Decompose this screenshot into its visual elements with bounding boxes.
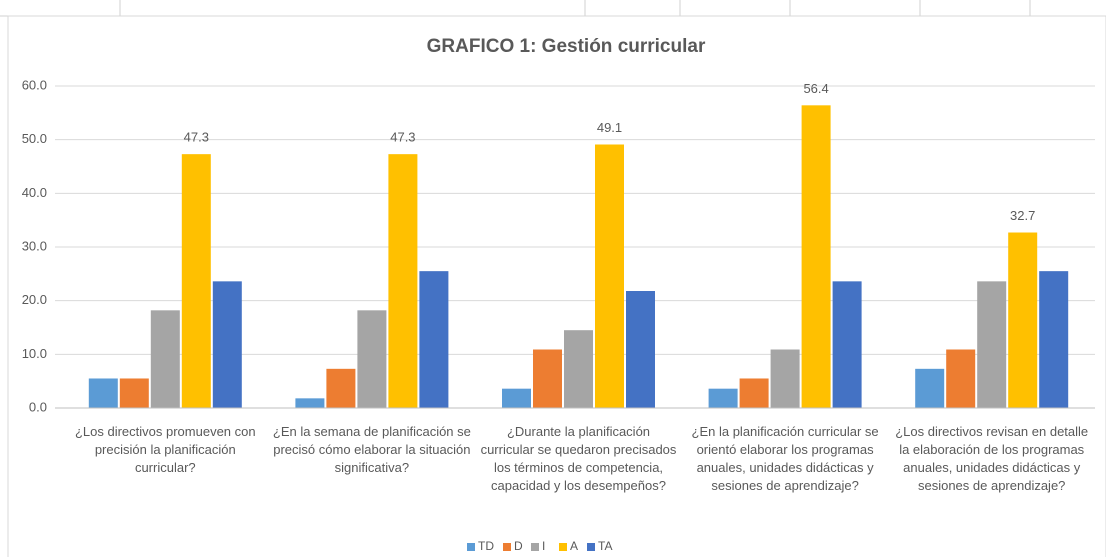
legend-swatch	[503, 543, 511, 551]
y-tick-label: 60.0	[22, 77, 47, 92]
bar	[533, 349, 562, 408]
legend-label: I	[542, 539, 545, 553]
data-label: 49.1	[597, 120, 622, 135]
bar	[295, 398, 325, 408]
data-label: 32.7	[1010, 208, 1035, 223]
bar	[595, 144, 624, 408]
y-tick-label: 0.0	[29, 399, 47, 414]
bar	[946, 349, 976, 408]
bar	[1008, 232, 1038, 408]
bar	[388, 154, 418, 408]
bar	[181, 154, 211, 408]
bar	[626, 291, 655, 408]
legend-swatch	[531, 543, 539, 551]
x-tick-label: ¿Los directivos promueven con precisión …	[74, 424, 256, 475]
bar	[502, 388, 531, 408]
data-label: 47.3	[184, 130, 209, 145]
bar	[832, 281, 862, 408]
bar	[357, 310, 387, 408]
x-tick-label: ¿Los directivos revisan en detalle la el…	[895, 424, 1089, 493]
bar	[708, 388, 738, 408]
bar	[564, 330, 593, 408]
data-label: 56.4	[803, 81, 828, 96]
bar	[977, 281, 1007, 408]
data-label: 47.3	[390, 130, 415, 145]
y-tick-label: 40.0	[22, 185, 47, 200]
bar	[739, 378, 769, 408]
legend-label: D	[514, 539, 523, 553]
bar	[915, 368, 945, 408]
bar	[326, 368, 356, 408]
x-tick-label: ¿En la planificación curricular se orien…	[691, 424, 879, 493]
bar	[212, 281, 242, 408]
legend-label: TA	[598, 539, 612, 553]
chart-border	[7, 15, 1106, 557]
y-tick-label: 10.0	[22, 346, 47, 361]
legend-swatch	[467, 543, 475, 551]
bar	[770, 349, 800, 408]
bar	[119, 378, 149, 408]
y-tick-label: 20.0	[22, 292, 47, 307]
y-tick-label: 50.0	[22, 131, 47, 146]
legend-swatch	[559, 543, 567, 551]
legend-label: A	[570, 539, 578, 553]
bar	[150, 310, 180, 408]
x-tick-label: ¿En la semana de planificación se precis…	[272, 424, 471, 475]
x-tick-label: ¿Durante la planificación curricular se …	[480, 424, 677, 493]
legend-label: TD	[478, 539, 494, 553]
bar	[801, 105, 831, 408]
bar	[88, 378, 118, 408]
y-tick-label: 30.0	[22, 238, 47, 253]
bar	[419, 271, 449, 408]
legend-swatch	[587, 543, 595, 551]
bar	[1039, 271, 1069, 408]
chart-title: GRAFICO 1: Gestión curricular	[427, 36, 706, 57]
